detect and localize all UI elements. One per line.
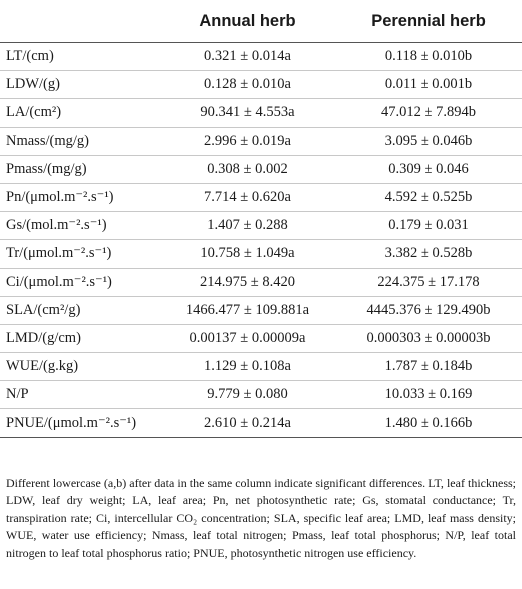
perennial-value: 47.012 ± 7.894b (335, 98, 522, 128)
perennial-value: 0.179 ± 0.031 (335, 211, 522, 241)
perennial-value: 0.309 ± 0.046 (335, 155, 522, 184)
row-label: N/P (0, 380, 160, 410)
table-row: LMD/(g/cm) 0.00137 ± 0.00009a 0.000303 ±… (0, 324, 522, 354)
table-row: LA/(cm²) 90.341 ± 4.553a 47.012 ± 7.894b (0, 98, 522, 128)
row-label: LA/(cm²) (0, 98, 160, 128)
annual-value: 0.00137 ± 0.00009a (160, 324, 335, 354)
perennial-value: 4445.376 ± 129.490b (335, 296, 522, 325)
annual-value: 0.308 ± 0.002 (160, 155, 335, 184)
annual-value: 0.128 ± 0.010a (160, 70, 335, 100)
perennial-value: 3.382 ± 0.528b (335, 239, 522, 269)
table-row: Ci/(μmol.m⁻².s⁻¹) 214.975 ± 8.420 224.37… (0, 268, 522, 297)
row-label: SLA/(cm²/g) (0, 296, 160, 325)
table-body: LT/(cm) 0.321 ± 0.014a 0.118 ± 0.010b LD… (0, 42, 522, 438)
perennial-value: 0.000303 ± 0.00003b (335, 324, 522, 354)
header-perennial-herb: Perennial herb (335, 0, 522, 43)
row-label: Tr/(μmol.m⁻².s⁻¹) (0, 239, 160, 269)
perennial-value: 0.011 ± 0.001b (335, 70, 522, 100)
table-row: LT/(cm) 0.321 ± 0.014a 0.118 ± 0.010b (0, 42, 522, 72)
row-label: WUE/(g.kg) (0, 352, 160, 382)
annual-value: 9.779 ± 0.080 (160, 380, 335, 410)
header-annual-herb: Annual herb (160, 0, 335, 43)
perennial-value: 4.592 ± 0.525b (335, 183, 522, 213)
annual-value: 2.996 ± 0.019a (160, 127, 335, 156)
perennial-value: 1.480 ± 0.166b (335, 408, 522, 438)
table-row: Pn/(μmol.m⁻².s⁻¹) 7.714 ± 0.620a 4.592 ±… (0, 183, 522, 213)
table-row: N/P 9.779 ± 0.080 10.033 ± 0.169 (0, 380, 522, 410)
data-table: Annual herb Perennial herb LT/(cm) 0.321… (0, 0, 522, 438)
annual-value: 1.407 ± 0.288 (160, 211, 335, 241)
table-row: Nmass/(mg/g) 2.996 ± 0.019a 3.095 ± 0.04… (0, 127, 522, 156)
annual-value: 214.975 ± 8.420 (160, 268, 335, 297)
table-row: WUE/(g.kg) 1.129 ± 0.108a 1.787 ± 0.184b (0, 352, 522, 382)
annual-value: 7.714 ± 0.620a (160, 183, 335, 213)
table-footnote: Different lowercase (a,b) after data in … (6, 476, 516, 560)
annual-value: 1466.477 ± 109.881a (160, 296, 335, 325)
header-blank (0, 0, 160, 43)
annual-value: 2.610 ± 0.214a (160, 408, 335, 438)
table-row: PNUE/(μmol.m⁻².s⁻¹) 2.610 ± 0.214a 1.480… (0, 408, 522, 438)
perennial-value: 1.787 ± 0.184b (335, 352, 522, 382)
annual-value: 0.321 ± 0.014a (160, 42, 335, 72)
row-label: Ci/(μmol.m⁻².s⁻¹) (0, 268, 160, 297)
table-row: Pmass/(mg/g) 0.308 ± 0.002 0.309 ± 0.046 (0, 155, 522, 184)
annual-value: 10.758 ± 1.049a (160, 239, 335, 269)
row-label: Pmass/(mg/g) (0, 155, 160, 184)
row-label: PNUE/(μmol.m⁻².s⁻¹) (0, 408, 160, 438)
table-row: Gs/(mol.m⁻².s⁻¹) 1.407 ± 0.288 0.179 ± 0… (0, 211, 522, 241)
row-label: Gs/(mol.m⁻².s⁻¹) (0, 211, 160, 241)
row-label: LT/(cm) (0, 42, 160, 72)
perennial-value: 224.375 ± 17.178 (335, 268, 522, 297)
row-label: Nmass/(mg/g) (0, 127, 160, 156)
table-row: Tr/(μmol.m⁻².s⁻¹) 10.758 ± 1.049a 3.382 … (0, 239, 522, 269)
perennial-value: 0.118 ± 0.010b (335, 42, 522, 72)
table-header-row: Annual herb Perennial herb (0, 0, 522, 43)
row-label: LDW/(g) (0, 70, 160, 100)
row-label: LMD/(g/cm) (0, 324, 160, 354)
perennial-value: 10.033 ± 0.169 (335, 380, 522, 410)
perennial-value: 3.095 ± 0.046b (335, 127, 522, 156)
table-row: LDW/(g) 0.128 ± 0.010a 0.011 ± 0.001b (0, 70, 522, 100)
row-label: Pn/(μmol.m⁻².s⁻¹) (0, 183, 160, 213)
annual-value: 1.129 ± 0.108a (160, 352, 335, 382)
table-row: SLA/(cm²/g) 1466.477 ± 109.881a 4445.376… (0, 296, 522, 325)
annual-value: 90.341 ± 4.553a (160, 98, 335, 128)
